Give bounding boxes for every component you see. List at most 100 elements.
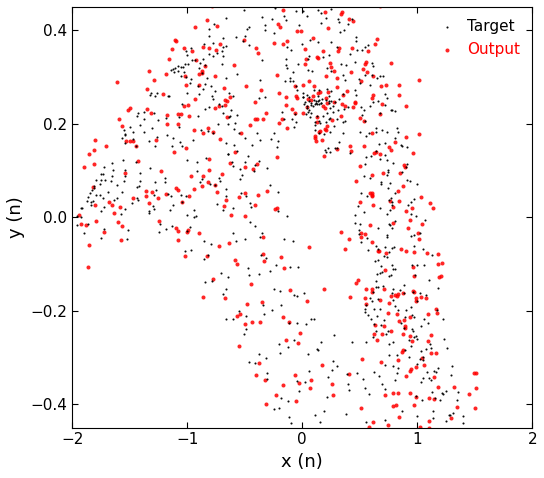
Target	[304, 54, 312, 62]
Target	[454, 474, 462, 478]
Target	[385, 351, 394, 359]
Target	[218, 60, 226, 68]
Target	[339, 129, 348, 137]
Target	[307, 434, 316, 442]
Target	[262, 369, 271, 377]
Output	[358, 65, 367, 72]
Output	[406, 429, 415, 437]
Output	[279, 6, 287, 14]
Output	[354, 276, 362, 283]
Target	[289, 123, 298, 130]
Output	[205, 44, 213, 52]
Output	[410, 402, 418, 409]
Output	[304, 95, 313, 102]
Target	[219, 52, 227, 60]
Target	[412, 360, 421, 368]
Target	[382, 253, 391, 261]
Target	[224, 273, 232, 281]
Target	[371, 257, 380, 264]
Output	[323, 122, 332, 130]
Output	[370, 448, 379, 456]
Target	[353, 369, 362, 377]
Target	[290, 336, 299, 343]
Output	[310, 132, 319, 140]
Target	[388, 225, 397, 232]
Target	[376, 455, 385, 463]
Target	[286, 74, 295, 82]
Target	[364, 390, 373, 397]
Target	[453, 396, 461, 403]
Output	[147, 109, 156, 117]
Target	[299, 7, 307, 15]
Target	[443, 436, 452, 444]
Output	[351, 177, 360, 185]
Output	[89, 183, 97, 191]
Output	[400, 161, 409, 168]
Output	[204, 166, 213, 174]
Output	[251, 44, 260, 52]
Target	[320, 130, 329, 138]
Output	[401, 372, 410, 380]
Output	[419, 361, 428, 369]
Output	[394, 187, 403, 195]
Target	[213, 120, 222, 127]
Output	[169, 148, 178, 156]
Target	[369, 305, 378, 313]
Output	[398, 348, 406, 356]
Output	[162, 111, 171, 119]
Output	[388, 389, 397, 397]
Output	[437, 272, 446, 280]
Output	[273, 153, 282, 161]
Target	[164, 93, 173, 100]
Output	[321, 125, 330, 132]
Target	[303, 102, 312, 110]
Target	[226, 112, 234, 120]
Target	[384, 168, 392, 176]
Target	[292, 119, 300, 126]
Target	[108, 173, 116, 180]
Target	[417, 396, 426, 403]
Target	[181, 192, 190, 199]
Target	[381, 330, 390, 338]
Target	[207, 240, 216, 248]
Output	[322, 99, 331, 107]
Target	[310, 451, 318, 459]
Target	[368, 71, 376, 79]
Output	[236, 310, 245, 318]
Target	[262, 254, 270, 262]
Output	[254, 192, 262, 199]
Target	[241, 134, 250, 141]
Target	[89, 197, 97, 205]
Output	[104, 198, 113, 206]
Target	[311, 100, 319, 108]
Output	[252, 371, 261, 379]
Target	[277, 301, 286, 309]
Output	[322, 94, 330, 101]
Output	[316, 127, 324, 134]
Output	[66, 224, 75, 232]
Target	[228, 204, 237, 212]
Output	[369, 91, 378, 98]
Target	[447, 450, 455, 458]
Output	[384, 437, 393, 445]
Target	[396, 319, 405, 327]
Target	[292, 82, 301, 90]
Target	[438, 390, 447, 398]
Target	[302, 91, 311, 99]
Target	[198, 69, 207, 77]
Output	[319, 47, 327, 55]
Target	[140, 108, 149, 116]
Output	[220, 102, 229, 109]
Output	[222, 113, 231, 120]
Output	[143, 86, 152, 93]
Target	[302, 105, 311, 112]
Target	[361, 308, 369, 316]
Target	[428, 388, 436, 396]
Target	[304, 66, 312, 74]
Target	[186, 79, 194, 87]
Target	[161, 178, 170, 186]
Target	[256, 76, 264, 84]
Target	[435, 397, 444, 404]
Target	[424, 319, 433, 326]
Output	[377, 100, 386, 108]
